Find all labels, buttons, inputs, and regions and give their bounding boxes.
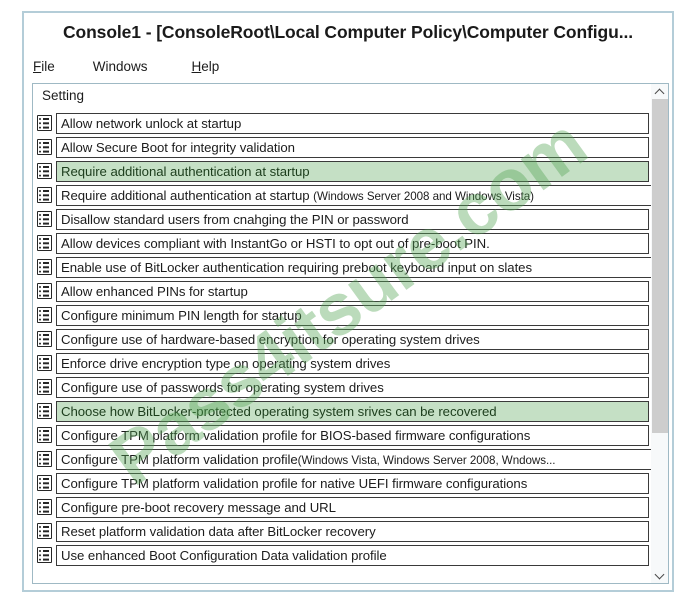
settings-row[interactable]: Allow devices compliant with InstantGo o… bbox=[33, 231, 651, 255]
window-title: Console1 - [ConsoleRoot\Local Computer P… bbox=[62, 21, 634, 42]
settings-row[interactable]: Allow Secure Boot for integrity validati… bbox=[33, 135, 651, 159]
settings-row-label: Enforce drive encryption type on operati… bbox=[61, 355, 391, 371]
settings-row-box[interactable]: Configure TPM platform validation profil… bbox=[56, 424, 649, 446]
policy-setting-icon bbox=[37, 451, 52, 467]
vertical-scrollbar[interactable] bbox=[651, 84, 668, 583]
settings-row[interactable]: Enforce drive encryption type on operati… bbox=[33, 351, 651, 375]
settings-row[interactable]: Configure TPM platform validation profil… bbox=[33, 447, 651, 471]
settings-row[interactable]: Reset platform validation data after Bit… bbox=[33, 519, 651, 543]
policy-setting-icon bbox=[37, 139, 52, 155]
settings-row-label: Configure use of passwords for operating… bbox=[61, 379, 384, 395]
scroll-up-button[interactable] bbox=[651, 84, 668, 101]
column-header-setting[interactable]: Setting bbox=[42, 88, 85, 103]
settings-row-box[interactable]: Allow Secure Boot for integrity validati… bbox=[56, 136, 649, 158]
settings-row[interactable]: Configure TPM platform validation profil… bbox=[33, 423, 651, 447]
settings-row-box[interactable]: Configure use of passwords for operating… bbox=[56, 376, 649, 398]
settings-row[interactable]: Require additional authentication at sta… bbox=[33, 159, 651, 183]
policy-setting-icon bbox=[37, 163, 52, 179]
menu-item-help[interactable]: Help bbox=[191, 58, 220, 74]
policy-setting-icon bbox=[37, 499, 52, 515]
console-window: Console1 - [ConsoleRoot\Local Computer P… bbox=[22, 11, 674, 592]
settings-row-box[interactable]: Configure minimum PIN length for startup bbox=[56, 304, 649, 326]
policy-setting-icon bbox=[37, 283, 52, 299]
settings-row-label: Allow devices compliant with InstantGo o… bbox=[61, 235, 490, 251]
title-bar: Console1 - [ConsoleRoot\Local Computer P… bbox=[24, 13, 672, 51]
policy-setting-icon bbox=[37, 235, 52, 251]
settings-rows: Allow network unlock at startup Allow Sec… bbox=[33, 111, 651, 583]
chevron-up-icon bbox=[656, 89, 664, 97]
settings-row[interactable]: Configure use of hardware-based encrypti… bbox=[33, 327, 651, 351]
settings-row-box[interactable]: Require additional authentication at sta… bbox=[56, 184, 651, 206]
settings-row-label: Require additional authentication at sta… bbox=[61, 187, 534, 203]
settings-row-label: Reset platform validation data after Bit… bbox=[61, 523, 376, 539]
policy-setting-icon bbox=[37, 187, 52, 203]
settings-row[interactable]: Disallow standard users from cnahging th… bbox=[33, 207, 651, 231]
settings-row[interactable]: Require additional authentication at sta… bbox=[33, 183, 651, 207]
settings-row[interactable]: Use enhanced Boot Configuration Data val… bbox=[33, 543, 651, 567]
policy-setting-icon bbox=[37, 115, 52, 131]
settings-row-box[interactable]: Configure TPM platform validation profil… bbox=[56, 448, 651, 470]
settings-row-box[interactable]: Require additional authentication at sta… bbox=[56, 160, 649, 182]
policy-setting-icon bbox=[37, 379, 52, 395]
policy-setting-icon bbox=[37, 403, 52, 419]
menu-item-file[interactable]: File bbox=[33, 58, 55, 74]
policy-setting-icon bbox=[37, 547, 52, 563]
settings-row[interactable]: Choose how BitLocker-protected operating… bbox=[33, 399, 651, 423]
settings-row-label: Configure use of hardware-based encrypti… bbox=[61, 331, 480, 347]
settings-row[interactable]: Configure minimum PIN length for startup bbox=[33, 303, 651, 327]
policy-setting-icon bbox=[37, 259, 52, 275]
settings-row-label: Allow enhanced PINs for startup bbox=[61, 283, 248, 299]
settings-row-label: Allow Secure Boot for integrity validati… bbox=[61, 139, 295, 155]
settings-row[interactable]: Configure use of passwords for operating… bbox=[33, 375, 651, 399]
settings-row-label: Configure TPM platform validation profil… bbox=[61, 451, 556, 467]
settings-row[interactable]: Allow network unlock at startup bbox=[33, 111, 651, 135]
policy-setting-icon bbox=[37, 307, 52, 323]
settings-row-box[interactable]: Enable use of BitLocker authentication r… bbox=[56, 256, 651, 278]
scroll-down-button[interactable] bbox=[651, 566, 668, 583]
policy-setting-icon bbox=[37, 475, 52, 491]
settings-row-box[interactable]: Enforce drive encryption type on operati… bbox=[56, 352, 649, 374]
settings-row-label: Configure TPM platform validation profil… bbox=[61, 475, 528, 491]
settings-row-box[interactable]: Configure TPM platform validation profil… bbox=[56, 472, 649, 494]
settings-list-pane: Setting Allow network unlock at startup A… bbox=[32, 83, 669, 584]
settings-row[interactable]: Allow enhanced PINs for startup bbox=[33, 279, 651, 303]
policy-setting-icon bbox=[37, 427, 52, 443]
policy-setting-icon bbox=[37, 355, 52, 371]
settings-row-box[interactable]: Disallow standard users from cnahging th… bbox=[56, 208, 649, 230]
settings-row-label: Enable use of BitLocker authentication r… bbox=[61, 259, 533, 275]
column-header-row: Setting bbox=[33, 84, 668, 111]
settings-row-label: Configure minimum PIN length for startup bbox=[61, 307, 302, 323]
menu-item-windows[interactable]: Windows bbox=[92, 58, 148, 74]
policy-setting-icon bbox=[37, 331, 52, 347]
settings-row-label: Configure pre-boot recovery message and … bbox=[61, 499, 336, 515]
settings-row-box[interactable]: Use enhanced Boot Configuration Data val… bbox=[56, 544, 649, 566]
settings-row-box[interactable]: Allow enhanced PINs for startup bbox=[56, 280, 649, 302]
settings-row-label: Allow network unlock at startup bbox=[61, 115, 242, 131]
settings-row-box[interactable]: Allow network unlock at startup bbox=[56, 112, 649, 134]
settings-row-label: Disallow standard users from cnahging th… bbox=[61, 211, 409, 227]
settings-row-box[interactable]: Configure pre-boot recovery message and … bbox=[56, 496, 649, 518]
settings-row-box[interactable]: Reset platform validation data after Bit… bbox=[56, 520, 649, 542]
settings-row-label: Use enhanced Boot Configuration Data val… bbox=[61, 547, 387, 563]
settings-row[interactable]: Configure TPM platform validation profil… bbox=[33, 471, 651, 495]
settings-row-box[interactable]: Choose how BitLocker-protected operating… bbox=[56, 400, 649, 422]
policy-setting-icon bbox=[37, 523, 52, 539]
settings-row-box[interactable]: Configure use of hardware-based encrypti… bbox=[56, 328, 649, 350]
settings-row[interactable]: Configure pre-boot recovery message and … bbox=[33, 495, 651, 519]
chevron-down-icon bbox=[656, 571, 664, 579]
policy-setting-icon bbox=[37, 211, 52, 227]
settings-row[interactable]: Enable use of BitLocker authentication r… bbox=[33, 255, 651, 279]
settings-row-label: Configure TPM platform validation profil… bbox=[61, 427, 531, 443]
settings-row-label: Require additional authentication at sta… bbox=[61, 163, 310, 179]
settings-row-label: Choose how BitLocker-protected operating… bbox=[61, 403, 497, 419]
scrollbar-thumb[interactable] bbox=[651, 98, 668, 434]
settings-row-box[interactable]: Allow devices compliant with InstantGo o… bbox=[56, 232, 649, 254]
menu-bar: File Windows Help bbox=[24, 51, 672, 81]
